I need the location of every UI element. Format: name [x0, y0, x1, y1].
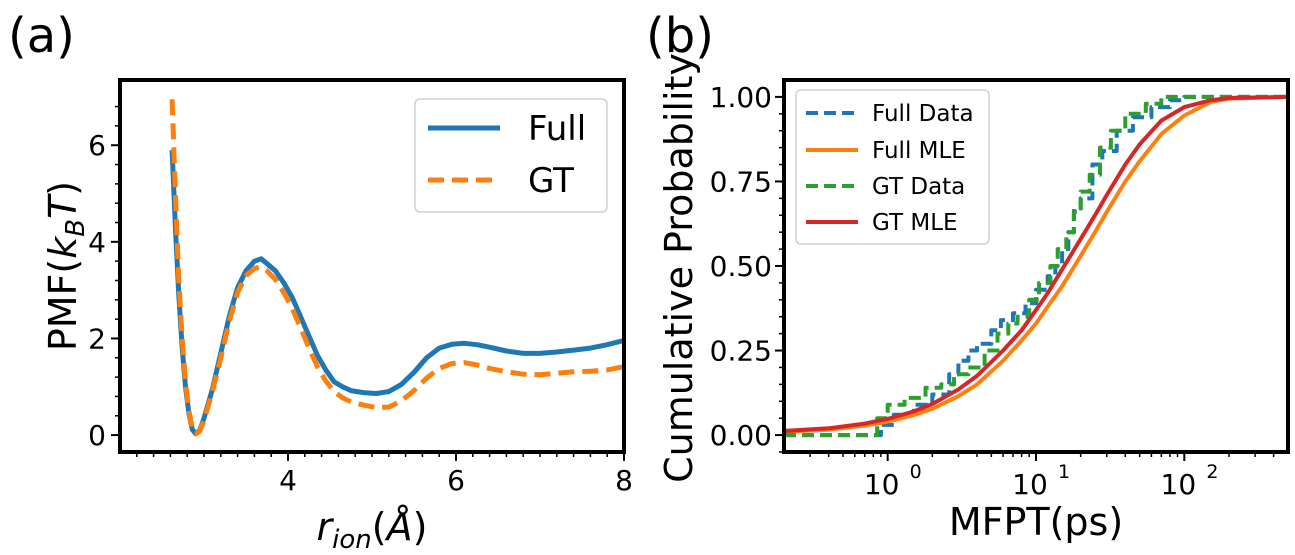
legend-label-gt-data: GT Data	[872, 174, 965, 200]
panel-a-xtick-label: 8	[615, 464, 633, 497]
panel-b-series-gt-mle	[785, 94, 1287, 433]
panel-a-xtick-label: 6	[447, 464, 465, 497]
panel-b-label: (b)	[646, 8, 714, 64]
panel-a-ytick-label: 0	[88, 419, 106, 452]
panel-b-legend: Full Data Full MLE GT Data GT MLE	[795, 89, 990, 245]
panel-a-label: (a)	[8, 8, 75, 64]
panel-b-xlabel: MFPT(ps)	[949, 500, 1123, 544]
panel-b-ylabel: Cumulative Probability	[657, 53, 701, 483]
panel-b-ytick-label: 0.00	[710, 419, 772, 452]
panel-b-xtick-exponent: 1	[1058, 461, 1070, 483]
panel-a-ytick-label: 2	[88, 322, 106, 355]
panel-b-series-full-mle	[785, 94, 1287, 434]
legend-label-full: Full	[528, 109, 586, 149]
legend-label-full-data: Full Data	[872, 101, 974, 127]
panel-a-xtick-label: 4	[279, 464, 297, 497]
panel-a-series-gt	[169, 99, 623, 437]
panel-a-plot: 4 6 8 0 2 4 6 Full GT	[88, 78, 633, 497]
panel-b-xtick-label: 10	[864, 468, 900, 501]
legend-label-gt: GT	[528, 161, 574, 201]
panel-b-plot: 10 0 10 1 10 2 0.00 0.25 0.50 0.75 1.00 Full Data …	[710, 78, 1290, 501]
panel-a-ytick-label: 4	[88, 226, 106, 259]
panel-b-ytick-label: 1.00	[710, 81, 772, 114]
panel-b-ytick-label: 0.50	[710, 250, 772, 283]
panel-b-xtick-exponent: 0	[910, 461, 922, 483]
panel-b-ytick-label: 0.75	[710, 165, 772, 198]
panel-a-legend: Full GT	[414, 98, 608, 213]
panel-b-xtick-exponent: 2	[1206, 461, 1218, 483]
panel-b-xtick-label: 10	[1161, 468, 1197, 501]
panel-b-xtick-label: 10	[1012, 468, 1048, 501]
panel-a-ytick-label: 6	[88, 129, 106, 162]
legend-label-gt-mle: GT MLE	[872, 210, 958, 236]
legend-label-full-mle: Full MLE	[872, 138, 966, 164]
panel-a-xlabel: rion(Å)	[317, 505, 428, 555]
panel-b-ytick-label: 0.25	[710, 335, 772, 368]
panel-b-legend-box	[795, 89, 990, 245]
panel-a-ylabel: PMF(kBT)	[41, 181, 91, 351]
